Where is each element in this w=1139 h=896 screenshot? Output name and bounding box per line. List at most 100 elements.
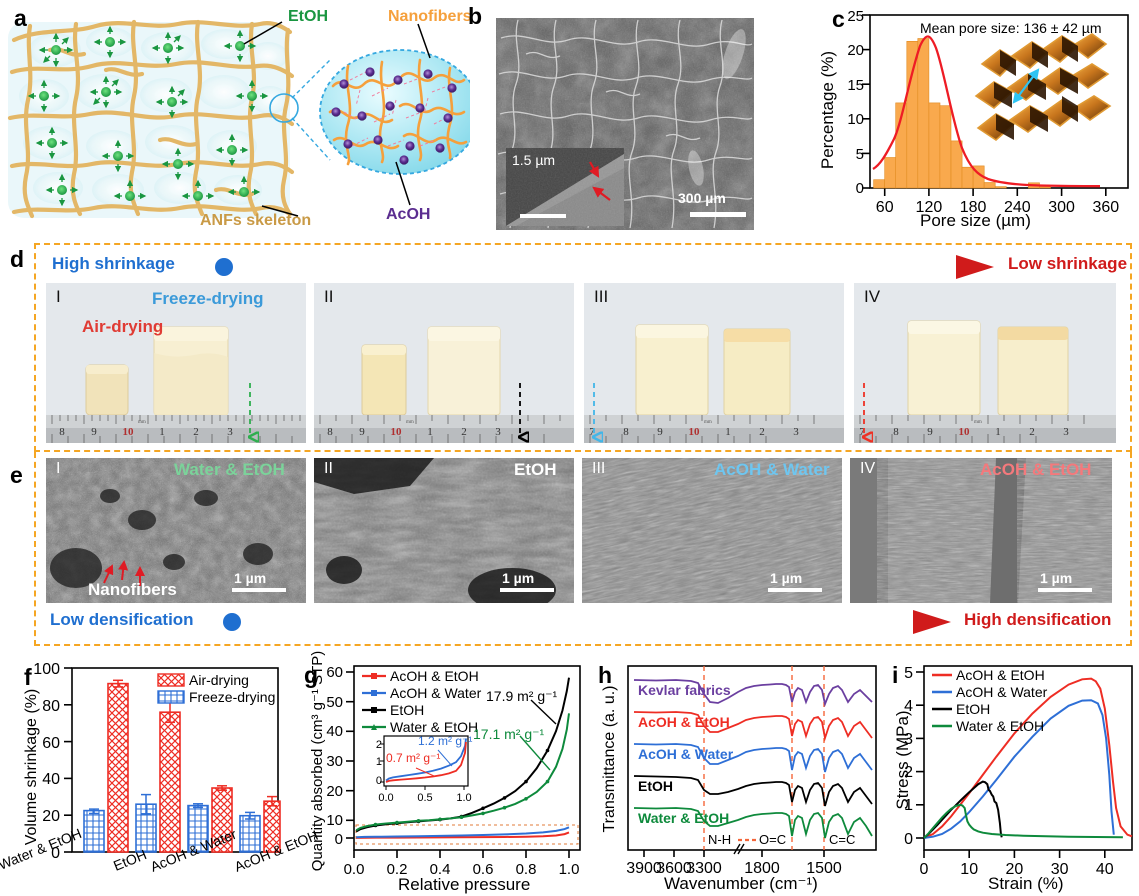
panel-d-roman-4: IV	[864, 287, 881, 306]
svg-text:9: 9	[657, 426, 663, 438]
svg-text:3900: 3900	[626, 860, 662, 877]
panel-i-label: i	[892, 662, 899, 688]
panel-h-series-label-2: AcOH & Water	[638, 746, 734, 762]
svg-text:20: 20	[1006, 861, 1024, 878]
svg-text:180: 180	[960, 199, 987, 216]
svg-text:3: 3	[793, 426, 799, 438]
panel-c-ylabel: Percentage (%)	[818, 50, 837, 170]
panel-h-marker-label-1: O=C	[759, 832, 787, 847]
svg-text:1: 1	[159, 426, 165, 438]
panel-h: h 3900 3600 3300 1800 1500	[586, 650, 886, 896]
svg-text:1: 1	[904, 797, 913, 814]
svg-text:2: 2	[461, 426, 467, 438]
panel-h-series-label-3: EtOH	[638, 778, 673, 794]
panel-e-nanofibers-label: Nanofibers	[88, 580, 177, 599]
panel-f-legend-air-drying: Air-drying	[189, 672, 249, 688]
panel-a-etoh-label: EtOH	[288, 8, 328, 25]
panel-e-title-1: Water & EtOH	[174, 460, 285, 479]
panel-b-scalebar	[690, 212, 746, 217]
panel-g-ylabel: Quantity absorbed (cm³ g⁻¹ STP)	[309, 650, 326, 872]
svg-text:3600: 3600	[656, 860, 692, 877]
panel-e-sem-1	[46, 458, 306, 603]
svg-text:10: 10	[391, 426, 403, 438]
svg-text:0.0: 0.0	[344, 861, 365, 878]
svg-text:40: 40	[326, 723, 343, 740]
svg-text:2: 2	[759, 426, 765, 438]
panel-e-high-densification-label: High densification	[964, 610, 1112, 629]
svg-text:0.4: 0.4	[430, 861, 451, 878]
panel-a-graphic	[7, 19, 470, 219]
panel-e-roman-4: IV	[860, 460, 876, 477]
svg-text:1.0: 1.0	[559, 861, 580, 878]
svg-text:2: 2	[376, 739, 382, 751]
panel-e-scalebar-label-3: 1 µm	[770, 570, 803, 586]
panel-e-sem-2	[314, 458, 574, 603]
panel-g-legend-0: AcOH & EtOH	[390, 668, 479, 684]
panel-e: I Water & EtOH Nanofibers 1 µm II EtOH 1…	[34, 452, 1132, 646]
panel-f-legend-freeze-drying: Freeze-drying	[189, 689, 276, 705]
panel-i-legend-0: AcOH & EtOH	[956, 667, 1045, 683]
svg-text:8: 8	[327, 426, 333, 438]
panel-c-chart: 25 20 15 10 5 0 60 120 180 240 300 360	[847, 8, 1129, 216]
panel-g-annotation-1: 17.1 m² g⁻¹	[473, 726, 545, 742]
svg-text:0.0: 0.0	[378, 792, 393, 804]
panel-b: b	[466, 0, 766, 235]
svg-text:30: 30	[326, 753, 343, 770]
svg-text:80: 80	[42, 698, 60, 715]
panel-h-series-label-4: Water & EtOH	[638, 810, 730, 826]
panel-i-legend-2: EtOH	[956, 701, 991, 717]
panel-f-chart: 100 80 60 40 20 0	[33, 661, 281, 862]
panel-d-roman-2: II	[324, 287, 334, 306]
panel-g-legend-2: EtOH	[390, 702, 425, 718]
panel-e-title-3: AcOH & Water	[714, 460, 830, 479]
panel-d-air-drying-label: Air-drying	[82, 317, 164, 336]
svg-text:0.6: 0.6	[473, 861, 494, 878]
svg-text:5: 5	[856, 146, 864, 163]
svg-text:0: 0	[904, 831, 913, 848]
svg-text:mm: mm	[704, 420, 712, 425]
svg-text:40: 40	[1096, 861, 1114, 878]
svg-text:1.0: 1.0	[456, 792, 471, 804]
panel-c: c 25 20 15 10 5 0	[780, 0, 1139, 235]
panel-e-roman-3: III	[592, 460, 606, 477]
svg-text:4: 4	[904, 698, 913, 715]
panel-b-scalebar-label: 300 µm	[678, 190, 726, 206]
panel-d-freeze-drying-label: Freeze-drying	[152, 289, 264, 308]
panel-h-marker-label-0: N-H	[708, 832, 732, 847]
panel-a-anfs-label: ANFs skeleton	[200, 212, 312, 229]
svg-text:0: 0	[335, 831, 343, 848]
panel-h-series-label-1: AcOH & EtOH	[638, 714, 730, 730]
svg-text:360: 360	[1092, 199, 1119, 216]
panel-g-inset-annotation-0: 1.2 m² g⁻¹	[418, 734, 473, 748]
svg-text:7: 7	[589, 426, 595, 438]
svg-text:1: 1	[427, 426, 433, 438]
svg-text:9: 9	[91, 426, 97, 438]
panel-e-scalebar-label-4: 1 µm	[1040, 570, 1073, 586]
svg-text:2: 2	[1029, 426, 1035, 438]
panel-c-label: c	[832, 6, 845, 32]
svg-text:1: 1	[376, 756, 382, 768]
panel-h-xlabel: Wavenumber (cm⁻¹)	[664, 874, 818, 893]
panel-c-xlabel: Pore size (µm)	[920, 211, 1031, 230]
panel-g-xlabel: Relative pressure	[398, 875, 531, 894]
panel-g-inset-annotation-1: 0.7 m² g⁻¹	[386, 751, 441, 765]
panel-d-label: d	[10, 246, 25, 272]
panel-f: f 100 80 60 40 20 0	[0, 650, 320, 896]
panel-b-label: b	[468, 3, 483, 29]
svg-text:3300: 3300	[686, 860, 722, 877]
panel-d-low-shrinkage-label: Low shrinkage	[1008, 254, 1128, 273]
svg-text:10: 10	[123, 426, 135, 438]
panel-f-ylabel: Volume shrinkage (%)	[23, 688, 40, 846]
panel-g-label: g	[304, 662, 319, 688]
panel-f-label: f	[24, 664, 32, 690]
panel-a: a	[0, 0, 472, 235]
panel-e-low-densification-label: Low densification	[50, 610, 194, 629]
svg-text:30: 30	[1051, 861, 1069, 878]
svg-text:300: 300	[1048, 199, 1075, 216]
panel-g-legend-1: AcOH & Water	[390, 685, 482, 701]
svg-text:3: 3	[1063, 426, 1069, 438]
panel-b-inset-label: 1.5 µm	[512, 152, 556, 168]
